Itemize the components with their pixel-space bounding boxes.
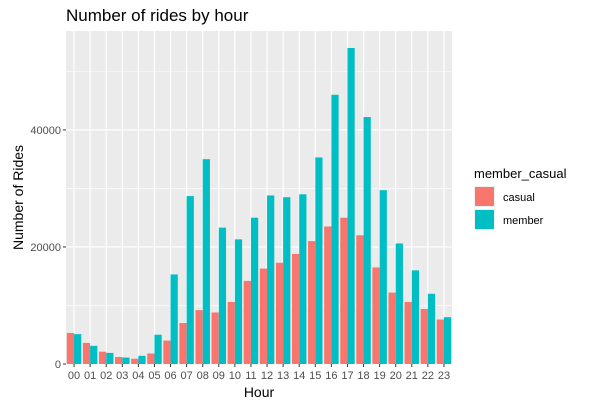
bar-member-01 <box>90 345 98 364</box>
y-tick-label: 20000 <box>30 242 61 254</box>
x-tick-label: 08 <box>197 370 209 382</box>
x-tick-label: 23 <box>438 370 450 382</box>
bar-member-11 <box>250 217 259 364</box>
x-tick-label: 09 <box>213 370 225 382</box>
bar-casual-02 <box>98 351 107 364</box>
x-tick-label: 18 <box>357 370 369 382</box>
x-tick-label: 06 <box>164 370 176 382</box>
bar-member-14 <box>299 194 307 364</box>
y-axis-title: Number of Rides <box>10 145 26 250</box>
y-axis: 0 20000 40000 <box>30 125 66 371</box>
bar-member-23 <box>443 317 452 364</box>
bar-casual-01 <box>82 342 91 364</box>
bar-member-16 <box>331 94 339 364</box>
bar-member-19 <box>379 190 387 364</box>
x-tick-label: 04 <box>132 370 144 382</box>
bar-casual-11 <box>243 280 251 364</box>
x-tick-label: 19 <box>374 370 386 382</box>
bar-casual-03 <box>115 356 123 364</box>
bar-casual-18 <box>356 235 364 364</box>
bar-casual-10 <box>227 301 235 364</box>
bar-member-15 <box>315 157 323 364</box>
legend-label-member: member <box>503 215 544 227</box>
bar-casual-09 <box>211 312 219 364</box>
bar-member-05 <box>154 334 162 364</box>
bar-member-13 <box>283 197 291 364</box>
bar-member-07 <box>186 196 194 364</box>
bar-member-22 <box>427 293 436 364</box>
x-tick-label: 12 <box>261 370 273 382</box>
x-tick-label: 16 <box>325 370 337 382</box>
bar-casual-04 <box>131 358 139 364</box>
y-tick-label: 0 <box>55 359 61 371</box>
bar-casual-13 <box>275 262 284 364</box>
legend-swatch-member <box>475 210 494 229</box>
chart-title: Number of rides by hour <box>66 6 249 25</box>
bar-casual-15 <box>308 241 316 364</box>
bar-member-00 <box>74 334 82 364</box>
x-tick-label: 14 <box>293 370 305 382</box>
bar-member-09 <box>218 227 227 364</box>
bar-casual-17 <box>340 217 348 364</box>
plot-panel <box>66 31 452 364</box>
x-tick-label: 20 <box>390 370 402 382</box>
x-tick-label: 17 <box>341 370 353 382</box>
bar-casual-07 <box>179 323 187 364</box>
x-tick-label: 01 <box>84 370 96 382</box>
bar-casual-05 <box>147 353 155 364</box>
bar-member-08 <box>202 159 210 364</box>
x-tick-label: 10 <box>229 370 241 382</box>
x-tick-label: 02 <box>100 370 112 382</box>
bar-member-04 <box>138 355 146 364</box>
x-tick-label: 05 <box>148 370 160 382</box>
bar-member-20 <box>395 243 403 364</box>
bar-member-06 <box>170 274 178 364</box>
bar-casual-23 <box>436 319 444 364</box>
bar-member-17 <box>347 47 355 364</box>
bar-member-10 <box>234 239 243 364</box>
bar-casual-06 <box>163 340 171 364</box>
bar-member-02 <box>106 352 114 364</box>
bar-member-03 <box>122 357 130 364</box>
x-axis: 00 01 02 03 04 05 06 07 08 09 10 11 12 13 14 15 16 17 18 19… <box>68 364 450 382</box>
bar-member-12 <box>267 195 275 364</box>
x-tick-label: 22 <box>422 370 434 382</box>
x-tick-label: 03 <box>116 370 128 382</box>
x-axis-title: Hour <box>244 384 275 400</box>
bar-casual-22 <box>420 308 428 364</box>
bar-member-18 <box>363 117 371 364</box>
bar-casual-16 <box>324 226 332 364</box>
bar-casual-00 <box>66 332 75 364</box>
bars <box>66 47 452 364</box>
bar-member-21 <box>411 270 420 364</box>
x-tick-label: 21 <box>406 370 418 382</box>
x-tick-label: 13 <box>277 370 289 382</box>
legend-title: member_casual <box>474 166 567 181</box>
x-tick-label: 00 <box>68 370 80 382</box>
legend-swatch-casual <box>475 187 494 206</box>
legend-label-casual: casual <box>503 192 535 204</box>
legend: member_casual casual member <box>474 166 567 230</box>
x-tick-label: 11 <box>245 370 256 382</box>
bar-casual-08 <box>195 310 203 364</box>
bar-casual-19 <box>372 267 380 364</box>
bar-casual-14 <box>291 253 300 364</box>
x-tick-label: 07 <box>181 370 193 382</box>
x-tick-label: 15 <box>309 370 321 382</box>
bar-casual-20 <box>388 292 396 364</box>
bar-casual-21 <box>404 301 412 364</box>
bar-casual-12 <box>259 268 268 364</box>
y-tick-label: 40000 <box>30 125 61 137</box>
